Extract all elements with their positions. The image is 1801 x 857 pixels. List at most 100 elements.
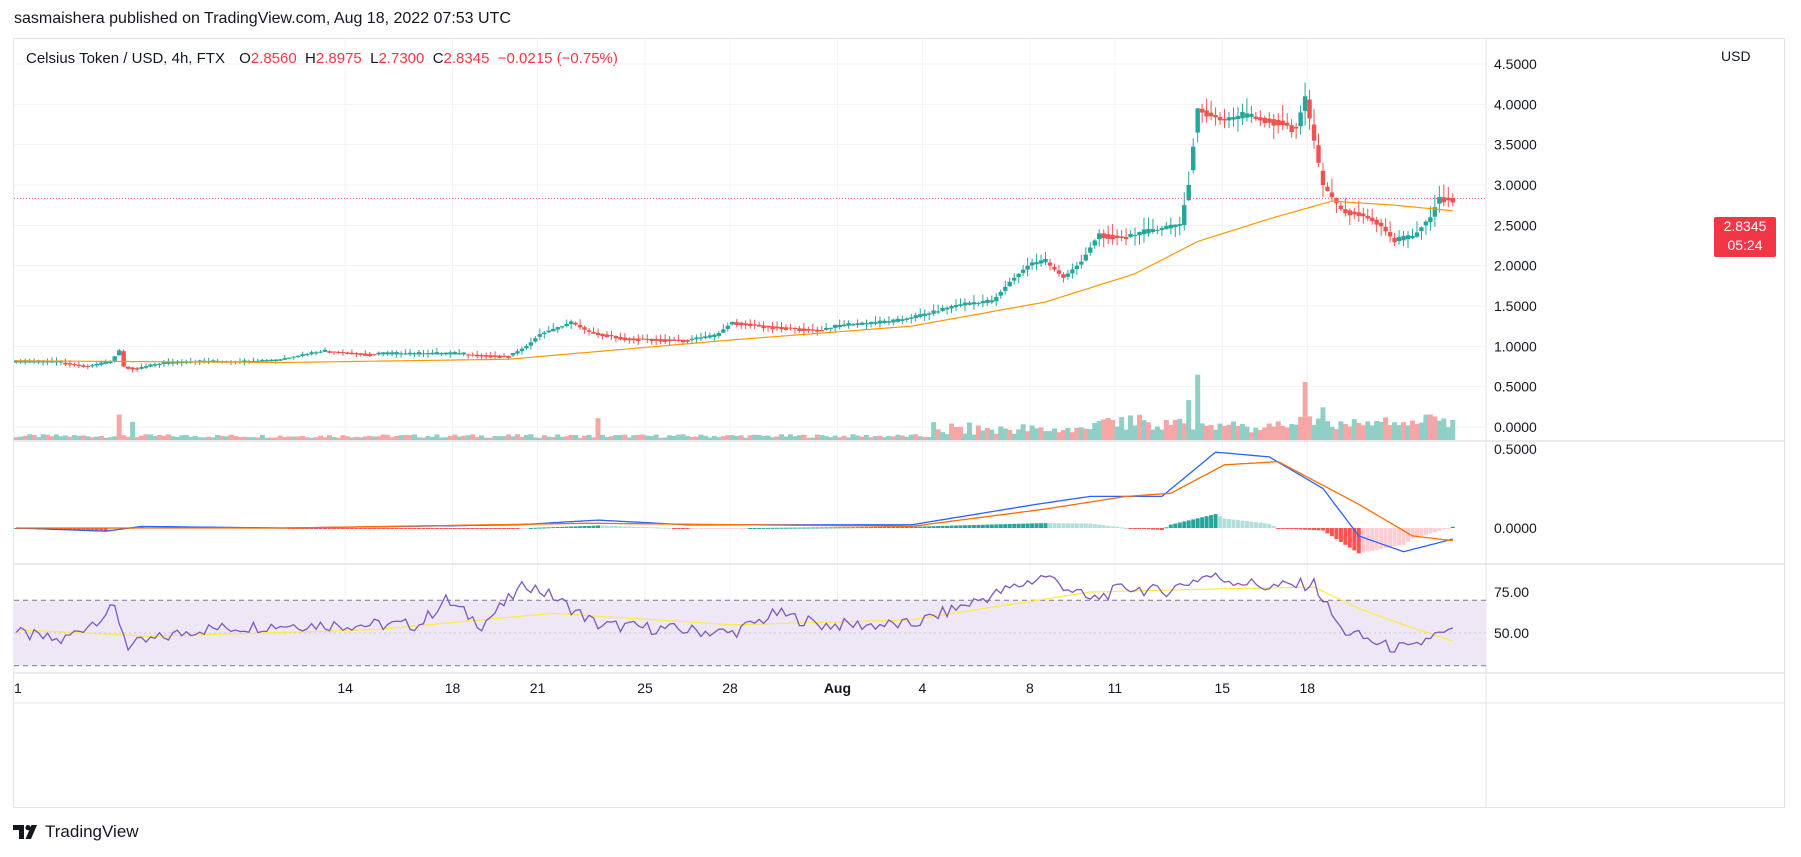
candle-body[interactable] bbox=[506, 355, 511, 358]
candle-body[interactable] bbox=[1213, 114, 1218, 118]
candle-body[interactable] bbox=[989, 300, 995, 303]
candle-body[interactable] bbox=[1195, 108, 1200, 133]
candle-body[interactable] bbox=[676, 339, 681, 342]
candle-body[interactable] bbox=[752, 324, 757, 326]
candle-body[interactable] bbox=[1226, 117, 1232, 121]
candle-body[interactable] bbox=[1137, 232, 1142, 236]
candle-body[interactable] bbox=[313, 352, 319, 354]
candle-body[interactable] bbox=[783, 327, 789, 330]
candle-body[interactable] bbox=[962, 302, 968, 306]
candle-body[interactable] bbox=[1177, 224, 1182, 227]
candle-body[interactable] bbox=[1061, 274, 1066, 278]
candle-body[interactable] bbox=[260, 359, 265, 362]
candle-body[interactable] bbox=[81, 365, 86, 367]
candle-body[interactable] bbox=[694, 337, 699, 340]
candle-body[interactable] bbox=[528, 342, 534, 346]
candle-body[interactable] bbox=[761, 325, 766, 329]
candle-body[interactable] bbox=[1253, 116, 1259, 120]
candle-body[interactable] bbox=[1298, 112, 1303, 127]
candle-body[interactable] bbox=[904, 318, 909, 320]
candle-body[interactable] bbox=[67, 363, 73, 365]
candle-body[interactable] bbox=[980, 301, 986, 304]
candle-body[interactable] bbox=[1065, 273, 1071, 277]
candle-body[interactable] bbox=[734, 322, 739, 326]
candle-body[interactable] bbox=[358, 353, 364, 355]
candle-body[interactable] bbox=[134, 368, 140, 370]
candle-body[interactable] bbox=[1056, 270, 1062, 274]
candle-body[interactable] bbox=[336, 351, 341, 354]
candle-body[interactable] bbox=[515, 351, 520, 354]
candle-body[interactable] bbox=[1119, 236, 1124, 239]
candle-body[interactable] bbox=[622, 337, 628, 341]
candle-body[interactable] bbox=[273, 359, 278, 362]
candle-body[interactable] bbox=[1070, 269, 1075, 274]
candle-body[interactable] bbox=[1325, 186, 1330, 192]
candle-body[interactable] bbox=[568, 321, 574, 325]
candle-body[interactable] bbox=[1419, 227, 1424, 232]
candle-body[interactable] bbox=[582, 327, 587, 330]
candle-body[interactable] bbox=[1432, 207, 1438, 217]
candle-body[interactable] bbox=[1249, 113, 1254, 117]
candle-body[interactable] bbox=[627, 338, 632, 341]
candle-body[interactable] bbox=[443, 352, 449, 355]
candle-body[interactable] bbox=[931, 310, 936, 314]
candle-body[interactable] bbox=[1173, 224, 1178, 228]
candle-body[interactable] bbox=[537, 334, 543, 337]
candle-body[interactable] bbox=[1043, 259, 1048, 263]
candle-body[interactable] bbox=[653, 338, 659, 341]
candle-body[interactable] bbox=[1168, 224, 1174, 229]
candle-body[interactable] bbox=[76, 364, 82, 367]
candle-body[interactable] bbox=[1428, 217, 1433, 223]
candle-body[interactable] bbox=[577, 324, 583, 328]
candle-body[interactable] bbox=[1034, 262, 1039, 265]
candle-body[interactable] bbox=[497, 355, 502, 358]
candle-body[interactable] bbox=[1155, 229, 1160, 231]
candle-body[interactable] bbox=[944, 307, 950, 310]
candle-body[interactable] bbox=[148, 364, 153, 367]
candle-body[interactable] bbox=[1105, 234, 1111, 239]
candle-body[interactable] bbox=[295, 355, 301, 357]
candle-body[interactable] bbox=[770, 326, 775, 330]
candle-body[interactable] bbox=[712, 334, 717, 337]
candle-body[interactable] bbox=[949, 305, 954, 309]
candle-body[interactable] bbox=[685, 339, 690, 342]
candle-body[interactable] bbox=[1311, 124, 1317, 141]
candle-body[interactable] bbox=[564, 323, 569, 327]
candle-body[interactable] bbox=[551, 328, 556, 332]
candle-body[interactable] bbox=[1092, 240, 1097, 246]
candle-body[interactable] bbox=[264, 360, 270, 362]
candle-body[interactable] bbox=[819, 329, 824, 332]
symbol-title[interactable]: Celsius Token / USD, 4h, FTX bbox=[26, 50, 225, 67]
candle-body[interactable] bbox=[166, 361, 171, 364]
candle-body[interactable] bbox=[824, 327, 829, 331]
candle-body[interactable] bbox=[788, 327, 793, 329]
candle-body[interactable] bbox=[971, 302, 977, 305]
candle-body[interactable] bbox=[976, 302, 981, 304]
candle-body[interactable] bbox=[877, 320, 883, 324]
candle-body[interactable] bbox=[1146, 228, 1151, 234]
candle-body[interactable] bbox=[152, 364, 158, 366]
candle-body[interactable] bbox=[1316, 145, 1321, 163]
candle-body[interactable] bbox=[394, 352, 399, 355]
candle-body[interactable] bbox=[1123, 236, 1129, 240]
candle-body[interactable] bbox=[94, 363, 99, 366]
candle-body[interactable] bbox=[99, 362, 104, 365]
candle-body[interactable] bbox=[1204, 110, 1209, 117]
candle-body[interactable] bbox=[1302, 96, 1308, 111]
candle-body[interactable] bbox=[121, 351, 126, 367]
candle-body[interactable] bbox=[483, 355, 489, 357]
candle-body[interactable] bbox=[828, 327, 833, 329]
candle-body[interactable] bbox=[1383, 226, 1388, 232]
candle-body[interactable] bbox=[613, 336, 619, 339]
candle-body[interactable] bbox=[747, 323, 753, 326]
candle-body[interactable] bbox=[1262, 117, 1268, 124]
candle-body[interactable] bbox=[1352, 211, 1357, 215]
candle-body[interactable] bbox=[1280, 120, 1285, 126]
candle-body[interactable] bbox=[116, 350, 122, 356]
candle-body[interactable] bbox=[707, 335, 713, 338]
candle-body[interactable] bbox=[430, 352, 435, 355]
candle-body[interactable] bbox=[1410, 235, 1415, 239]
candle-body[interactable] bbox=[689, 338, 695, 340]
candle-body[interactable] bbox=[1307, 99, 1312, 119]
candle-body[interactable] bbox=[1114, 235, 1120, 238]
